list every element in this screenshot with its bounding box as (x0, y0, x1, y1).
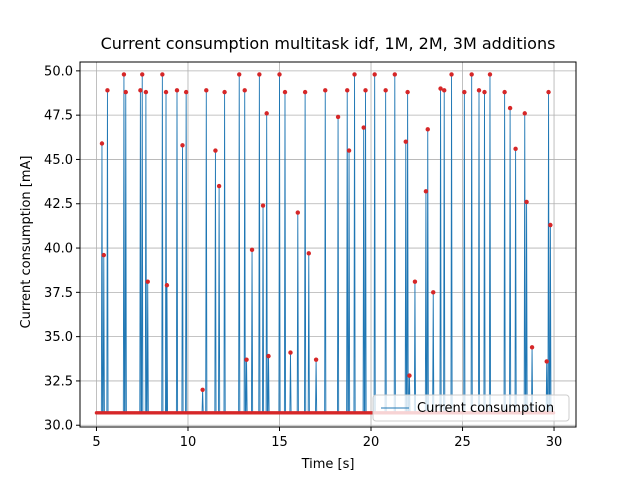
peak-point-48 (412, 279, 418, 284)
peak-point-67 (546, 89, 551, 95)
peak-point-3 (121, 72, 127, 77)
peak-point-45 (403, 139, 408, 144)
plot-area (80, 62, 576, 427)
y-tick-label-0: 30.0 (44, 419, 73, 434)
peak-point-68 (548, 222, 553, 228)
peak-point-55 (462, 89, 467, 95)
axes (79, 61, 577, 428)
y-tick-label-4: 40.0 (44, 242, 73, 257)
peak-point-46 (405, 89, 410, 95)
peak-point-17 (213, 148, 218, 153)
peak-point-37 (345, 88, 350, 93)
peak-point-1 (101, 252, 106, 258)
peak-point-24 (257, 72, 262, 77)
peak-point-20 (237, 72, 242, 77)
chart-title: Current consumption multitask idf, 1M, 2… (101, 34, 556, 53)
x-tick-label-5: 30 (546, 435, 563, 450)
y-axis-label: Current consumption [mA] (19, 156, 34, 329)
peak-point-28 (277, 72, 282, 77)
peak-point-54 (449, 72, 454, 77)
peak-point-62 (513, 146, 518, 152)
peak-point-47 (407, 373, 412, 378)
peak-point-32 (302, 89, 308, 95)
peak-point-18 (216, 183, 222, 189)
peak-point-13 (180, 143, 185, 148)
peak-point-64 (524, 199, 529, 205)
peak-point-40 (361, 125, 366, 130)
peak-point-7 (143, 89, 149, 95)
peak-point-8 (145, 279, 150, 284)
x-tick-label-0: 5 (92, 435, 100, 450)
peak-point-60 (502, 89, 507, 95)
peak-point-51 (431, 290, 436, 295)
peak-point-43 (383, 88, 388, 93)
peak-point-22 (244, 357, 249, 362)
peak-point-44 (392, 72, 397, 77)
y-tick-label-5: 42.5 (44, 197, 73, 212)
peak-point-49 (423, 189, 429, 194)
x-tick-label-2: 15 (271, 435, 288, 450)
peak-point-2 (105, 88, 110, 93)
peak-point-33 (306, 251, 311, 256)
peak-point-56 (469, 72, 474, 77)
ticks: 5 10 15 20 25 30 30.0 32.5 35.0 37.5 40.0 42.5 45.0 4… (44, 64, 562, 450)
x-tick-label-4: 25 (454, 435, 471, 450)
peak-point-29 (282, 89, 288, 95)
y-tick-label-2: 35.0 (44, 330, 73, 345)
y-tick-label-6: 45.0 (44, 153, 73, 168)
peak-point-5 (138, 88, 143, 93)
peak-point-34 (313, 357, 319, 362)
y-tick-label-7: 47.5 (44, 109, 73, 124)
peak-point-35 (323, 88, 328, 93)
peak-point-63 (522, 111, 527, 116)
peak-point-31 (295, 210, 300, 215)
peak-point-15 (200, 387, 205, 392)
peak-point-9 (160, 72, 165, 77)
peak-point-36 (335, 114, 341, 120)
peak-point-4 (123, 89, 128, 95)
y-tick-label-8: 50.0 (44, 64, 73, 79)
y-tick-label-1: 32.5 (44, 374, 73, 389)
peak-point-59 (487, 72, 493, 77)
peak-point-27 (266, 353, 271, 359)
peak-point-23 (249, 247, 255, 253)
peak-point-30 (288, 350, 293, 355)
peak-point-58 (482, 89, 487, 95)
peak-point-42 (372, 72, 377, 77)
peak-point-61 (507, 105, 513, 111)
peak-point-19 (222, 89, 227, 95)
peak-point-26 (264, 111, 269, 116)
peak-point-14 (183, 89, 189, 95)
axes-frame (79, 61, 577, 428)
peak-point-6 (140, 72, 145, 77)
peak-point-25 (260, 203, 266, 208)
peak-point-38 (346, 148, 352, 153)
peak-point-39 (352, 72, 357, 77)
peak-point-50 (425, 127, 430, 132)
legend: Current consumption (372, 394, 570, 422)
x-axis-label: Time [s] (301, 457, 355, 472)
peak-point-57 (476, 88, 482, 93)
peak-point-21 (242, 88, 247, 93)
peak-point-10 (163, 89, 169, 95)
y-tick-label-3: 37.5 (44, 286, 73, 301)
legend-box (372, 394, 570, 422)
peak-point-16 (204, 88, 209, 93)
peak-point-11 (164, 283, 170, 288)
peak-point-65 (529, 345, 535, 350)
peak-point-66 (544, 359, 549, 364)
x-tick-label-1: 10 (180, 435, 197, 450)
peak-point-53 (442, 88, 447, 93)
peak-point-12 (174, 88, 180, 93)
x-tick-label-3: 20 (363, 435, 380, 450)
peak-point-41 (363, 88, 368, 93)
legend-entry-current-consumption: Current consumption (417, 401, 554, 416)
peak-point-0 (99, 141, 105, 146)
peak-point-52 (438, 86, 443, 91)
